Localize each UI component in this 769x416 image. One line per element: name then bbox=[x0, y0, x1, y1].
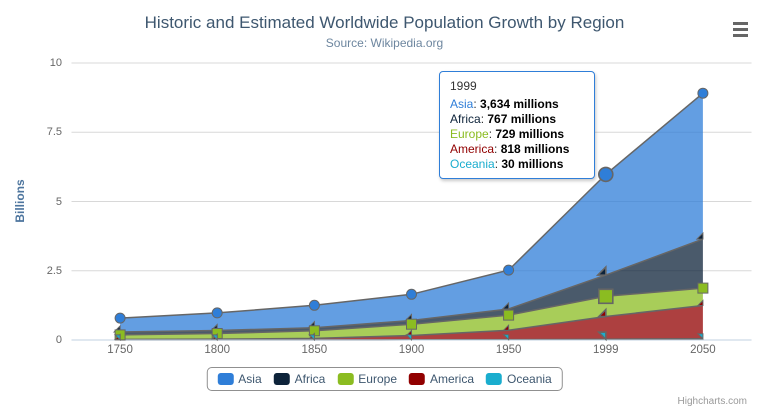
x-axis-label: 1950 bbox=[495, 344, 522, 356]
tooltip: 1999 Asia: 3,634 millions Africa: 767 mil… bbox=[439, 71, 595, 179]
point-europe-1999[interactable] bbox=[597, 288, 614, 305]
point-africa-1950[interactable] bbox=[501, 301, 510, 310]
legend-item-oceania[interactable]: Oceania bbox=[486, 372, 552, 386]
point-oceania-1750[interactable] bbox=[113, 334, 121, 342]
area-america[interactable] bbox=[120, 305, 703, 340]
tooltip-series-value: 3,634 millions bbox=[480, 97, 559, 111]
point-europe-1900[interactable] bbox=[406, 318, 417, 330]
point-asia-1850[interactable] bbox=[308, 299, 320, 311]
tooltip-series-value: 30 millions bbox=[501, 157, 564, 171]
hamburger-icon bbox=[733, 22, 748, 25]
y-axis-label: 5 bbox=[55, 195, 62, 208]
x-axis-label: 1999 bbox=[592, 344, 619, 356]
x-axis-label: 2050 bbox=[690, 344, 716, 356]
point-europe-2050[interactable] bbox=[697, 282, 709, 294]
y-axis-label: 2.5 bbox=[46, 264, 62, 277]
tooltip-row-africa: Africa: 767 millions bbox=[450, 112, 557, 126]
tooltip-series-name: Europe bbox=[450, 127, 489, 141]
point-oceania-2050[interactable] bbox=[696, 333, 704, 340]
tooltip-series-name: Oceania bbox=[450, 157, 495, 171]
legend-item-asia[interactable]: Asia bbox=[217, 372, 262, 386]
legend-swatch-icon bbox=[273, 373, 290, 385]
x-axis-label: 1850 bbox=[301, 344, 328, 356]
hamburger-icon bbox=[733, 34, 748, 37]
legend-label: Asia bbox=[238, 372, 262, 386]
point-america-1950[interactable] bbox=[502, 323, 510, 331]
point-asia-1800[interactable] bbox=[211, 307, 223, 319]
point-oceania-1900[interactable] bbox=[405, 334, 413, 342]
credits-link[interactable]: Highcharts.com bbox=[677, 396, 747, 407]
hamburger-icon bbox=[733, 28, 748, 31]
point-oceania-1999[interactable] bbox=[596, 331, 607, 342]
point-america-1999[interactable] bbox=[596, 307, 607, 318]
tooltip-series-value: 767 millions bbox=[487, 112, 557, 126]
point-oceania-1950[interactable] bbox=[502, 334, 510, 341]
y-axis-label: 0 bbox=[55, 334, 62, 346]
x-axis-label: 1800 bbox=[204, 344, 230, 356]
area-asia[interactable] bbox=[120, 93, 703, 332]
tooltip-series-name: Africa bbox=[450, 112, 481, 126]
export-menu-button[interactable] bbox=[732, 21, 749, 38]
point-america-2050[interactable] bbox=[696, 299, 704, 307]
tooltip-series-name: Asia bbox=[450, 97, 474, 111]
tooltip-header: 1999 bbox=[450, 79, 477, 93]
tooltip-series-value: 818 millions bbox=[500, 142, 570, 156]
legend-swatch-icon bbox=[217, 373, 234, 385]
legend-label: Europe bbox=[358, 372, 398, 386]
legend-swatch-icon bbox=[337, 373, 354, 385]
legend-label: America bbox=[430, 372, 475, 386]
point-africa-2050[interactable] bbox=[695, 231, 704, 240]
point-asia-1900[interactable] bbox=[406, 288, 417, 300]
legend-label: Africa bbox=[294, 372, 326, 386]
tooltip-row-europe: Europe: 729 millions bbox=[450, 127, 565, 141]
legend-swatch-icon bbox=[486, 373, 503, 385]
legend-item-europe[interactable]: Europe bbox=[337, 372, 397, 386]
chart-title: Historic and Estimated Worldwide Populat… bbox=[144, 13, 625, 32]
chart-subtitle: Source: Wikipedia.org bbox=[325, 36, 444, 50]
y-axis-label: 10 bbox=[49, 57, 62, 69]
point-oceania-1850[interactable] bbox=[308, 334, 315, 342]
y-axis-label: 7.5 bbox=[46, 126, 62, 139]
legend: Asia Africa Europe America Oceania bbox=[206, 367, 563, 391]
legend-swatch-icon bbox=[409, 373, 426, 385]
point-asia-1750[interactable] bbox=[114, 312, 126, 324]
legend-label: Oceania bbox=[507, 372, 552, 386]
legend-item-africa[interactable]: Africa bbox=[273, 372, 326, 386]
tooltip-row-asia: Asia: 3,634 millions bbox=[450, 97, 559, 111]
tooltip-row-oceania: Oceania: 30 millions bbox=[450, 157, 564, 171]
point-oceania-1800[interactable] bbox=[211, 334, 218, 342]
point-asia-1999[interactable] bbox=[597, 166, 614, 183]
area-africa[interactable] bbox=[120, 239, 703, 335]
legend-item-america[interactable]: America bbox=[409, 372, 474, 386]
tooltip-series-value: 729 millions bbox=[495, 127, 565, 141]
point-asia-1950[interactable] bbox=[503, 264, 515, 276]
x-axis-label: 1750 bbox=[107, 344, 133, 356]
tooltip-row-america: America: 818 millions bbox=[450, 142, 570, 156]
point-europe-1950[interactable] bbox=[503, 309, 515, 321]
point-africa-1999[interactable] bbox=[595, 265, 607, 276]
x-axis-label: 1900 bbox=[398, 344, 425, 356]
tooltip-series-name: America bbox=[450, 142, 495, 156]
point-asia-2050[interactable] bbox=[697, 87, 709, 99]
